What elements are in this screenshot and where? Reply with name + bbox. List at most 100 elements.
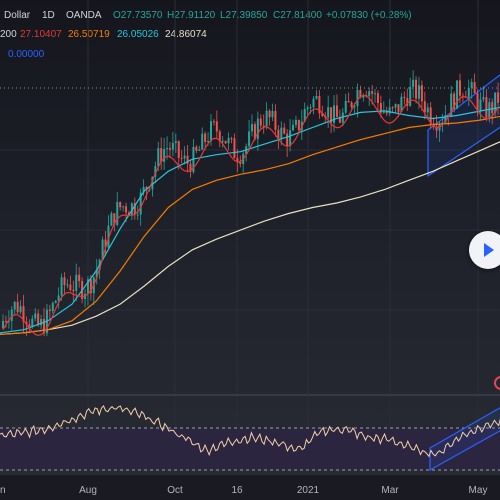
- candle-body: [227, 137, 230, 144]
- candle-body: [333, 105, 336, 123]
- candle-body: [7, 320, 10, 322]
- candle-body: [289, 130, 292, 146]
- candle-body: [379, 103, 382, 113]
- replay-play-button[interactable]: [469, 231, 500, 269]
- time-axis-label: May: [469, 485, 488, 496]
- candle-body: [116, 202, 119, 225]
- candle-body: [330, 107, 333, 123]
- candle-body: [13, 301, 16, 310]
- candle-body: [154, 166, 157, 177]
- time-axis-label: 2021: [297, 485, 320, 496]
- candle-body: [198, 149, 201, 151]
- candle-body: [409, 86, 412, 106]
- candle-body: [429, 107, 432, 124]
- candle-body: [239, 161, 242, 164]
- candle-body: [104, 239, 107, 248]
- time-axis-label: Aug: [79, 485, 97, 496]
- ohlc-close: C27.81400: [273, 10, 322, 21]
- candle-body: [277, 129, 280, 139]
- candle-body: [294, 120, 297, 125]
- candle-body: [335, 105, 338, 117]
- candle-body: [66, 284, 69, 286]
- time-axis: n Aug Oct 16 2021 Mar May: [0, 485, 487, 496]
- candle-body: [292, 124, 295, 131]
- candle-body: [306, 107, 309, 110]
- candle-body: [16, 301, 19, 313]
- candle-body: [397, 104, 400, 112]
- ohlc-high: H27.91120: [167, 10, 216, 21]
- candle-body: [350, 102, 353, 108]
- candle-body: [327, 107, 330, 118]
- symbol-title[interactable]: Dollar: [4, 10, 31, 21]
- interval-label[interactable]: 1D: [42, 10, 55, 21]
- candle-body: [456, 80, 459, 109]
- candle-body: [488, 102, 491, 118]
- candle-body: [341, 112, 344, 123]
- candle-body: [382, 111, 385, 113]
- candle-body: [233, 138, 236, 158]
- candle-body: [494, 92, 497, 114]
- time-axis-label: n: [0, 485, 6, 496]
- play-icon: [484, 243, 494, 257]
- candle-body: [400, 96, 403, 112]
- candles: [2, 70, 500, 337]
- ma-slow-value: 26.05026: [117, 29, 159, 40]
- candle-body: [253, 124, 256, 140]
- candle-body: [385, 111, 388, 114]
- time-axis-label: Oct: [167, 485, 183, 496]
- candle-body: [40, 319, 43, 326]
- candle-body: [31, 318, 34, 327]
- candle-body: [423, 101, 426, 113]
- candle-body: [160, 148, 163, 162]
- candle-body: [482, 97, 485, 100]
- candle-body: [110, 213, 113, 226]
- candle-body: [356, 89, 359, 107]
- candle-body: [218, 131, 221, 142]
- ma-mid-line: [0, 115, 500, 335]
- candle-body: [209, 121, 212, 142]
- candle-body: [230, 137, 233, 139]
- candle-body: [251, 124, 253, 132]
- ma-long-value: 24.86074: [165, 29, 207, 40]
- candle-body: [467, 88, 470, 98]
- candle-body: [303, 109, 306, 122]
- candle-body: [347, 100, 350, 103]
- ma-prefix: 200: [0, 29, 17, 40]
- candle-body: [10, 309, 13, 321]
- ma-mid-value: 26.50719: [68, 29, 110, 40]
- candle-body: [4, 320, 7, 322]
- candle-body: [259, 118, 262, 126]
- candle-body: [415, 79, 418, 99]
- candle-body: [271, 110, 274, 118]
- candle-body: [406, 97, 409, 106]
- candle-body: [268, 110, 271, 118]
- candle-body: [412, 79, 415, 87]
- candle-body: [201, 133, 204, 150]
- candle-body: [113, 213, 116, 225]
- candle-body: [19, 306, 22, 313]
- alert-dot-button[interactable]: [494, 376, 500, 390]
- candle-body: [34, 313, 37, 319]
- candle-body: [417, 85, 420, 99]
- candle-body: [43, 319, 46, 334]
- trend-channel: [427, 74, 500, 178]
- candle-body: [195, 146, 198, 151]
- ma-slow-line: [0, 106, 500, 334]
- ohlc-open: O27.73570: [113, 10, 163, 21]
- candle-body: [22, 306, 25, 322]
- candle-body: [207, 141, 210, 143]
- candle-body: [75, 274, 78, 291]
- candle-body: [403, 96, 406, 98]
- ma-fast-line: [2, 94, 499, 337]
- candle-body: [174, 141, 177, 143]
- candle-body: [371, 91, 374, 94]
- candle-body: [119, 202, 122, 208]
- osc-band-bg: [0, 428, 500, 470]
- candle-body: [224, 140, 227, 144]
- candle-body: [212, 121, 215, 123]
- candle-body: [86, 279, 89, 294]
- candle-body: [312, 98, 315, 108]
- candle-body: [37, 313, 40, 326]
- time-axis-label: Mar: [381, 485, 399, 496]
